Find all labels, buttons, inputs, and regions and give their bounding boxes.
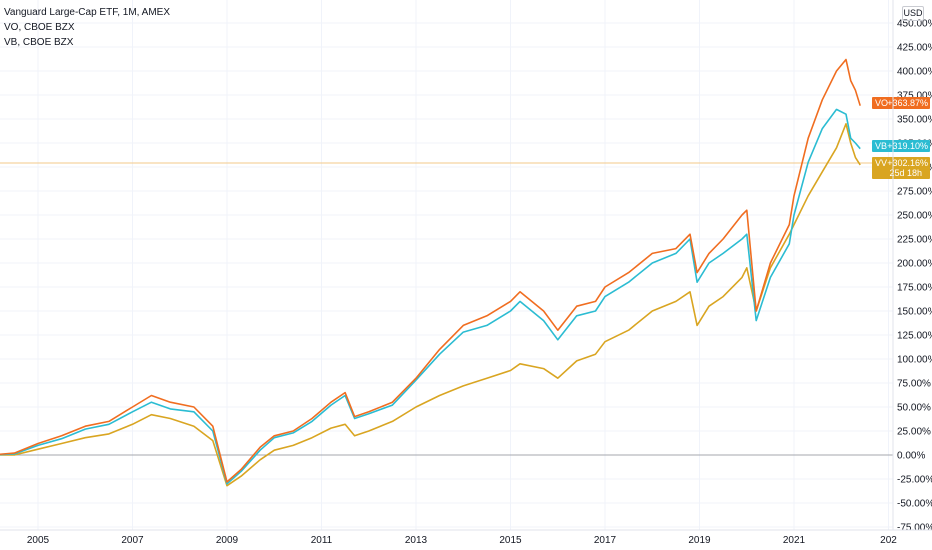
badge-value: +363.87% (887, 98, 928, 108)
y-tick-label: 450.00% (897, 19, 932, 30)
badge-countdown: 25d 18h (889, 168, 922, 178)
y-tick-label: 25.00% (897, 427, 931, 438)
series-line-vv (0, 123, 861, 487)
y-tick-label: 125.00% (897, 331, 932, 342)
y-tick-label: 100.00% (897, 355, 932, 366)
x-axis-ticks: 2005 2007 2009 2011 2013 2015 2017 2019 2021 202 (27, 535, 897, 546)
y-tick-label: 425.00% (897, 43, 932, 54)
x-tick-label: 2011 (311, 535, 333, 546)
legend-vb[interactable]: VB, CBOE BZX (4, 37, 74, 48)
y-tick-label: 250.00% (897, 211, 932, 222)
price-axis[interactable] (893, 0, 932, 530)
y-tick-label: 150.00% (897, 307, 932, 318)
badge-symbol: VB (875, 141, 887, 151)
last-value-badges: VO +363.87% VB +319.10%VV +302.16%25d 18h (872, 97, 930, 179)
x-tick-label: 2017 (594, 535, 617, 546)
y-tick-label: -50.00% (897, 499, 932, 510)
y-tick-label: 275.00% (897, 187, 932, 198)
time-axis[interactable] (0, 530, 932, 550)
y-tick-label: 400.00% (897, 67, 932, 78)
grid-lines (0, 0, 893, 530)
x-tick-label: 2013 (405, 535, 428, 546)
y-tick-label: 75.00% (897, 379, 931, 390)
y-tick-label: 200.00% (897, 259, 932, 270)
y-tick-label: 50.00% (897, 403, 931, 414)
y-tick-label: 175.00% (897, 283, 932, 294)
currency-label[interactable]: USD (902, 6, 924, 21)
series-layer (0, 58, 861, 487)
legend-vo[interactable]: VO, CBOE BZX (4, 22, 75, 33)
y-tick-label: 350.00% (897, 115, 932, 126)
x-tick-label: 2015 (499, 535, 522, 546)
badge-vo (872, 97, 930, 109)
x-tick-label: 2021 (783, 535, 806, 546)
badge-symbol: VO (875, 98, 888, 108)
badge-vb (872, 140, 930, 152)
x-tick-label: 2005 (27, 535, 50, 546)
badge-symbol: VV (875, 158, 887, 168)
y-tick-label: 375.00% (897, 91, 932, 102)
legend-title[interactable]: Vanguard Large-Cap ETF, 1M, AMEX (4, 7, 171, 18)
badge-value: +302.16% (887, 158, 928, 168)
series-line-vb (0, 108, 861, 485)
badge-vv (872, 157, 930, 179)
x-tick-label: 2019 (688, 535, 711, 546)
y-tick-label: -75.00% (897, 523, 932, 534)
x-tick-label: 202 (880, 535, 897, 546)
badge-value: +319.10% (887, 141, 928, 151)
y-tick-label: -25.00% (897, 475, 932, 486)
x-tick-label: 2009 (216, 535, 239, 546)
y-tick-label: 0.00% (897, 451, 925, 462)
x-tick-label: 2007 (121, 535, 144, 546)
series-line-vo (0, 58, 861, 483)
y-tick-label: 225.00% (897, 235, 932, 246)
